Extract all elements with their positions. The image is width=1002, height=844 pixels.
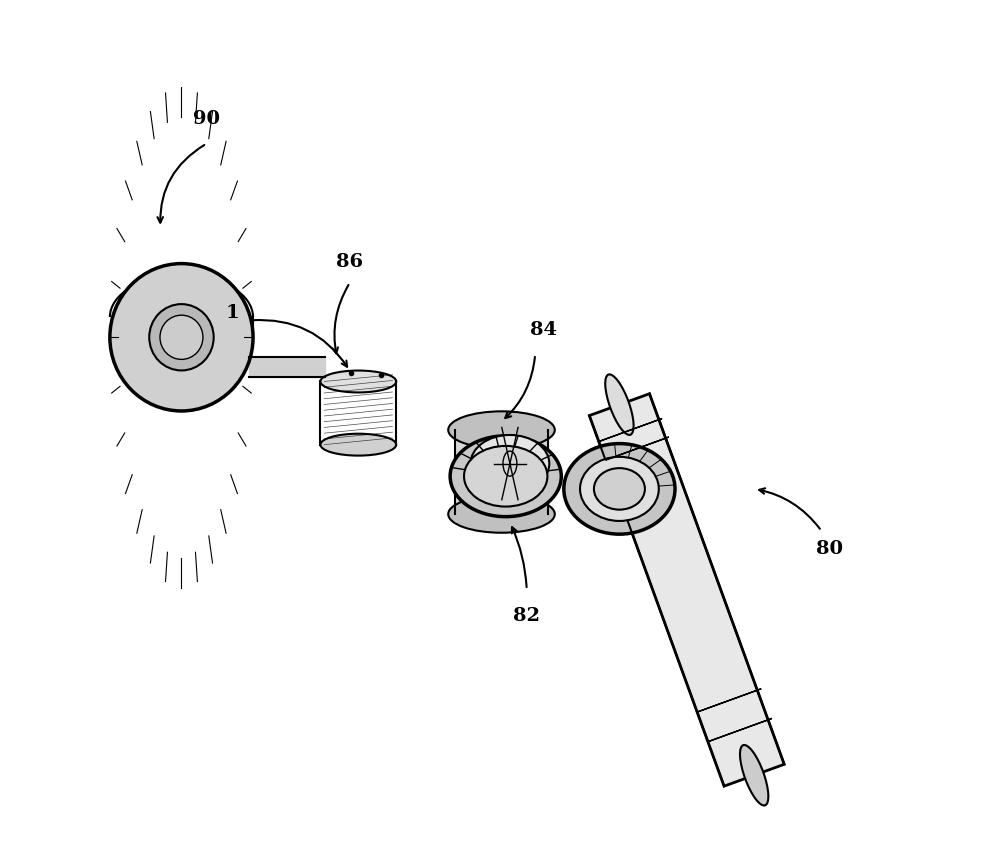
Text: 84: 84 (530, 321, 556, 338)
Polygon shape (696, 689, 761, 712)
Text: 90: 90 (193, 111, 220, 128)
Ellipse shape (149, 305, 213, 371)
Ellipse shape (604, 375, 633, 436)
Ellipse shape (470, 436, 549, 493)
Polygon shape (707, 718, 772, 742)
Ellipse shape (464, 446, 547, 507)
Ellipse shape (579, 457, 658, 522)
Ellipse shape (455, 417, 547, 444)
Ellipse shape (455, 501, 547, 528)
Ellipse shape (110, 264, 253, 412)
Ellipse shape (593, 468, 644, 510)
Polygon shape (605, 437, 668, 461)
Text: 1: 1 (224, 304, 238, 322)
Ellipse shape (448, 496, 554, 533)
Ellipse shape (320, 434, 396, 456)
Text: 82: 82 (513, 607, 540, 625)
Ellipse shape (563, 444, 674, 534)
Ellipse shape (739, 745, 768, 805)
Ellipse shape (160, 316, 202, 360)
Text: 80: 80 (816, 539, 843, 557)
Polygon shape (589, 394, 784, 787)
Ellipse shape (448, 412, 554, 449)
Text: 86: 86 (336, 253, 363, 271)
Polygon shape (598, 419, 661, 442)
Ellipse shape (450, 436, 561, 517)
Ellipse shape (320, 371, 396, 393)
